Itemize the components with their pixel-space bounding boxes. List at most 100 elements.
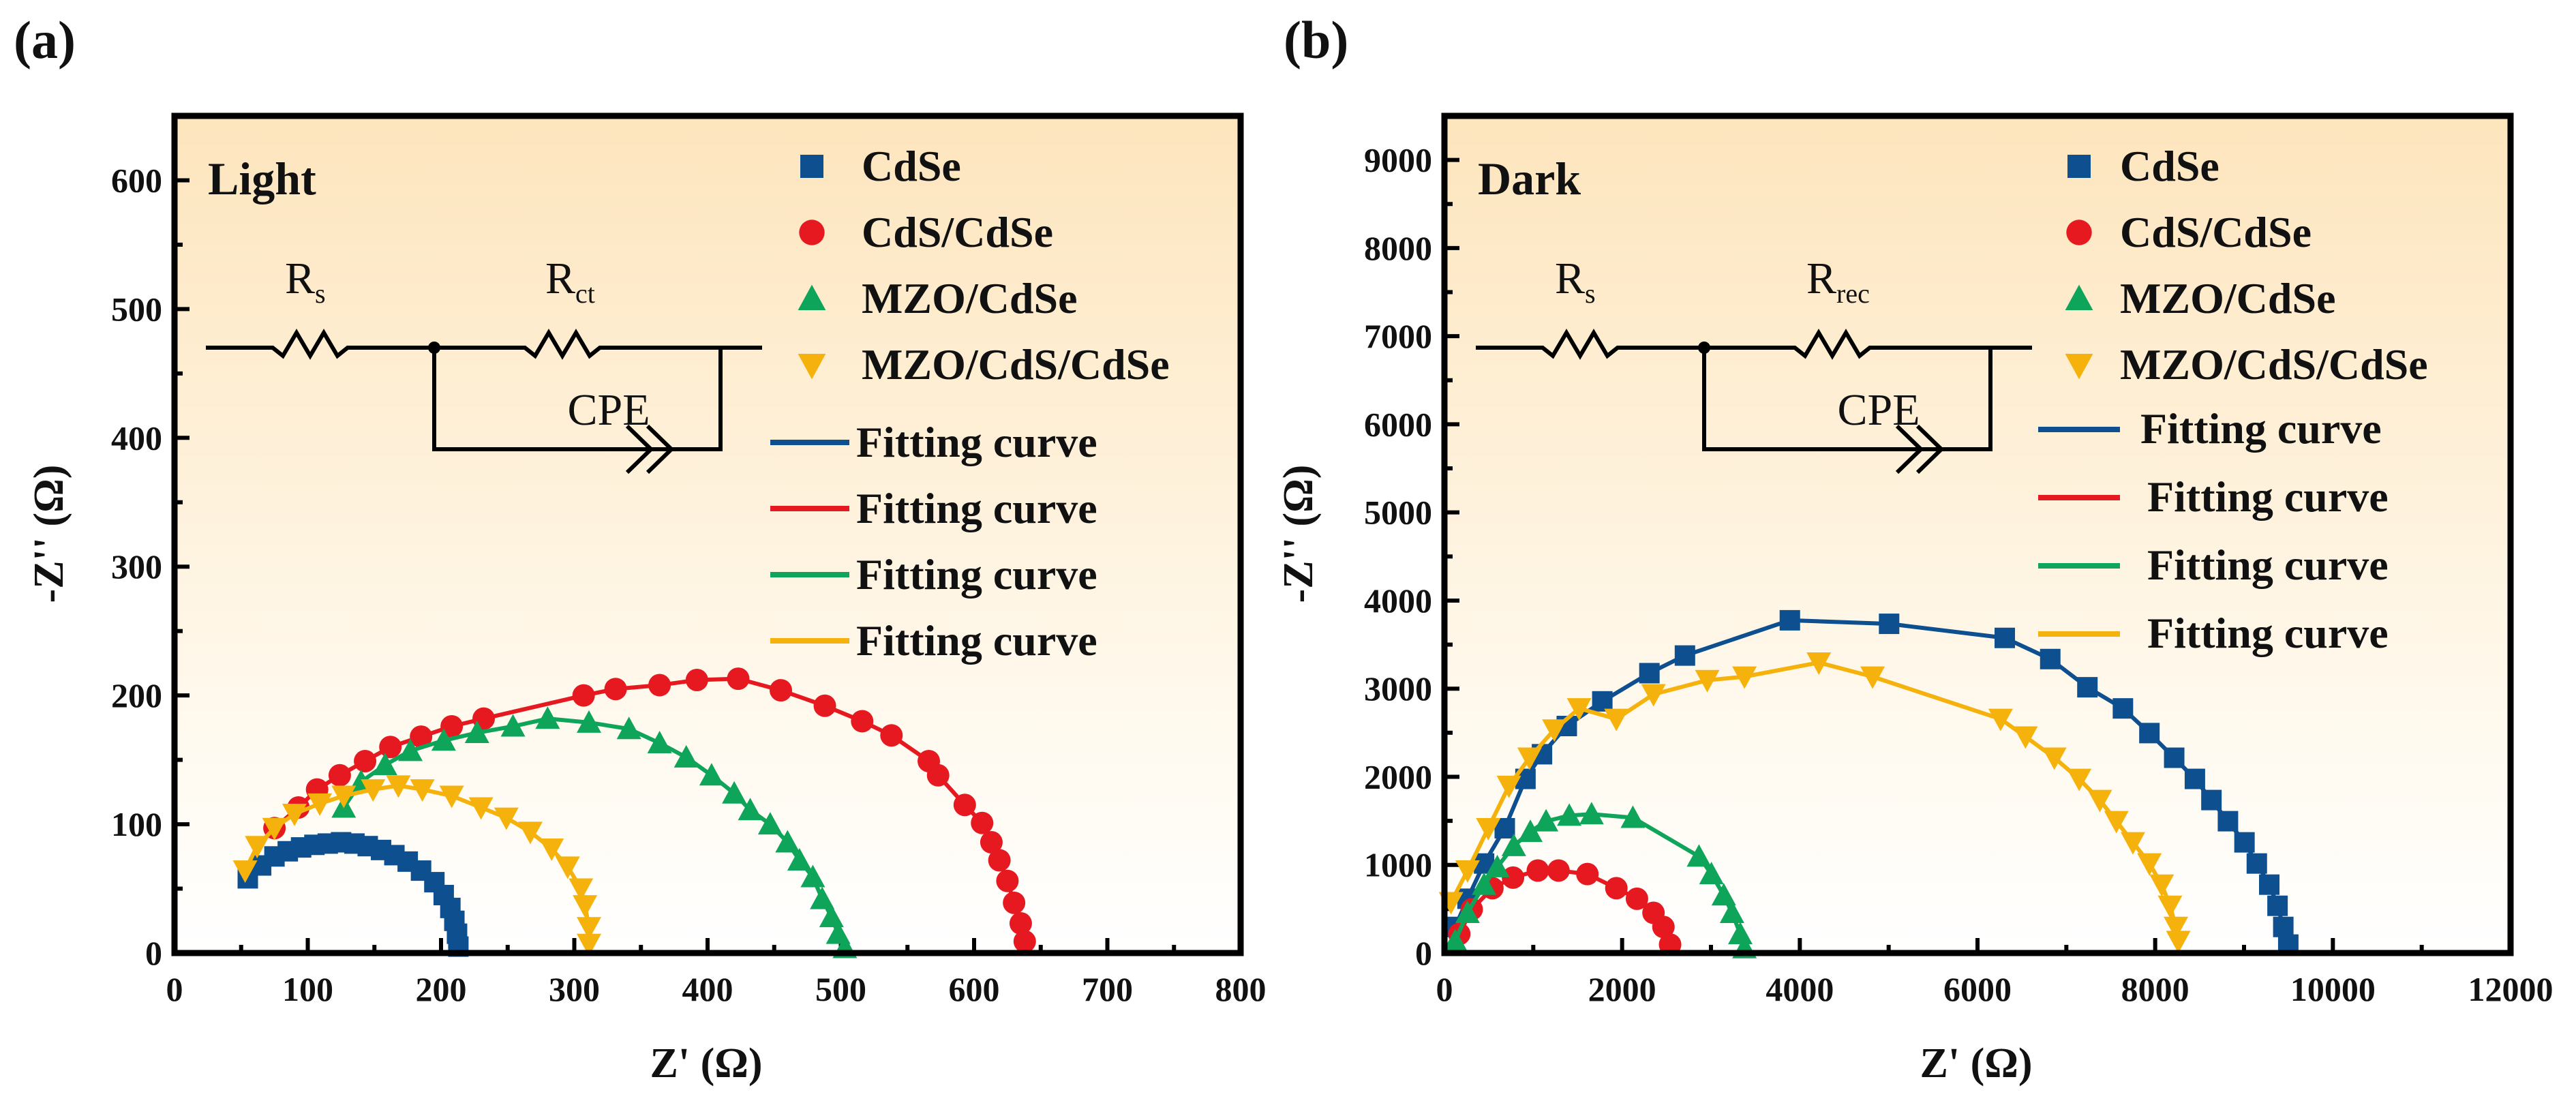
legend-label: CdSe — [862, 142, 961, 190]
legend-marker — [2065, 284, 2093, 310]
circuit-diagram — [1476, 329, 2032, 474]
data-point — [577, 933, 602, 956]
data-point — [2217, 811, 2239, 832]
legend-label: MZO/CdSe — [2120, 274, 2335, 322]
data-point — [569, 878, 594, 901]
legend-marker — [2066, 220, 2092, 245]
resistor-label-1: Rs — [1555, 254, 1596, 309]
plot-background — [1444, 116, 2511, 953]
y-tick-label: 200 — [111, 676, 162, 714]
data-point — [2273, 916, 2294, 937]
data-point — [775, 830, 800, 853]
equivalent-circuit: Rs Rct CPE — [285, 254, 650, 435]
data-point — [800, 864, 825, 888]
y-axis-title: -Z'' (Ω) — [1275, 465, 1322, 603]
data-point — [354, 750, 377, 773]
plot-frame — [171, 112, 1244, 956]
x-axis-title: Z' (Ω) — [1920, 1040, 2032, 1087]
data-point — [1501, 833, 1526, 856]
data-point — [468, 797, 494, 820]
legend-fit-label: Fitting curve — [2147, 541, 2389, 589]
panel-label: (a) — [14, 10, 76, 70]
legend-fit-label: Fitting curve — [2140, 404, 2382, 453]
data-point — [2149, 874, 2175, 897]
data-point — [1639, 663, 1660, 684]
cpe-label: CPE — [567, 385, 650, 435]
data-point — [648, 674, 671, 697]
data-point — [1534, 809, 1559, 832]
cpe-branch-wire — [432, 348, 723, 451]
data-point — [1579, 802, 1604, 825]
cpe-label: CPE — [1837, 385, 1920, 435]
resistor-label-1: Rs — [285, 254, 326, 309]
legend-fit-label: Fitting curve — [856, 616, 1097, 665]
x-tick-label: 12000 — [2468, 970, 2554, 1008]
data-point — [573, 895, 598, 918]
data-point — [410, 725, 433, 749]
y-axis-title: -Z'' (Ω) — [26, 465, 72, 603]
legend-label: CdS/CdSe — [862, 208, 1053, 256]
condition-label: Light — [208, 153, 316, 205]
data-point — [431, 728, 456, 751]
x-tick-label: 0 — [1436, 970, 1453, 1008]
y-tick-label: 5000 — [1364, 494, 1432, 532]
data-point — [787, 847, 812, 871]
data-point — [494, 807, 519, 830]
data-point — [1860, 666, 1885, 689]
plot-area: 0 2000 4000 6000 8000 10000 12000 0 1000 2000 3000… — [1364, 112, 2554, 1008]
data-point — [535, 706, 560, 729]
data-point — [539, 838, 564, 861]
y-tick-label: 600 — [111, 161, 162, 199]
data-point — [1988, 708, 2013, 731]
data-point — [2013, 726, 2038, 749]
data-point — [2139, 723, 2160, 744]
data-point — [880, 724, 903, 747]
data-point — [361, 779, 386, 802]
cpe-symbol — [646, 424, 675, 474]
x-tick-label: 200 — [416, 970, 467, 1008]
y-tick-label: 4000 — [1364, 581, 1432, 620]
data-point — [1003, 891, 1026, 914]
data-point — [2267, 895, 2288, 916]
x-tick-label: 500 — [815, 970, 866, 1008]
data-point — [410, 779, 435, 802]
data-point — [307, 793, 333, 816]
data-point — [517, 821, 543, 845]
data-point — [2104, 811, 2129, 834]
data-point — [1711, 883, 1736, 906]
data-point — [1674, 645, 1695, 666]
data-point — [980, 831, 1003, 854]
data-point — [2157, 895, 2183, 918]
data-point — [1686, 844, 1712, 867]
series-mzo-cdse — [1442, 802, 1757, 958]
plot-background — [175, 116, 1241, 953]
data-point — [464, 720, 489, 743]
data-point — [500, 714, 526, 737]
data-point — [577, 710, 602, 733]
data-point — [2166, 931, 2191, 954]
data-point — [1472, 872, 1497, 895]
data-point — [1995, 627, 2016, 648]
data-point — [1576, 862, 1599, 886]
circuit-diagram — [206, 329, 762, 474]
panel-label: (b) — [1284, 10, 1348, 70]
legend-label: CdSe — [2120, 142, 2219, 190]
resistor-label-2: Rct — [545, 254, 595, 309]
data-point — [1806, 652, 1832, 675]
data-point — [1496, 775, 1521, 798]
circuit-node — [428, 342, 440, 354]
data-point — [2164, 916, 2189, 939]
data-point — [1604, 708, 1629, 731]
data-point — [1526, 859, 1549, 882]
data-point — [328, 764, 351, 787]
panel-b: 0 2000 4000 6000 8000 10000 12000 0 1000 2000 3000… — [1275, 10, 2554, 1087]
legend-marker — [799, 220, 825, 245]
data-point — [572, 684, 595, 707]
y-tick-label: 100 — [111, 805, 162, 843]
cpe-branch-wire — [1702, 348, 1992, 451]
data-point — [1502, 866, 1525, 889]
legend-marker — [800, 155, 823, 178]
data-point — [757, 812, 783, 835]
x-tick-label: 600 — [949, 970, 1000, 1008]
